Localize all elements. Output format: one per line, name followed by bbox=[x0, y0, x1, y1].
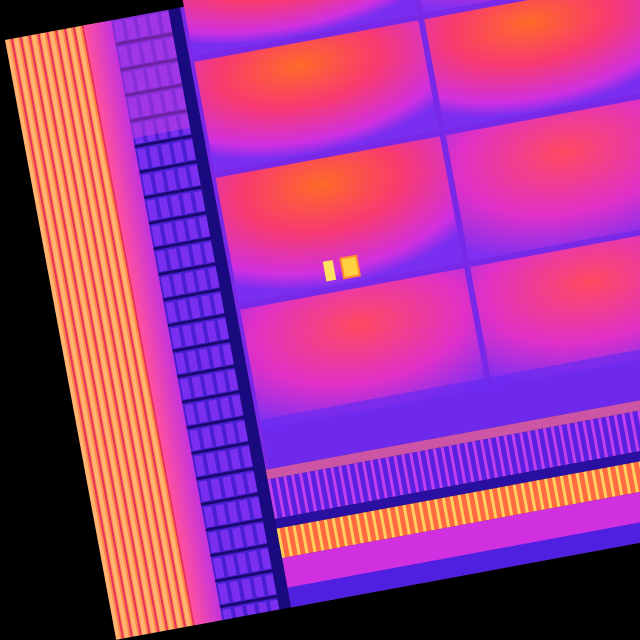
panel bbox=[240, 268, 487, 430]
dark-gutter bbox=[168, 7, 292, 610]
ribbed-roof bbox=[5, 21, 215, 640]
hot-spot bbox=[339, 254, 361, 280]
hot-strip bbox=[276, 443, 640, 559]
panel bbox=[194, 20, 439, 173]
edge-band bbox=[83, 19, 225, 626]
panel bbox=[445, 93, 640, 262]
panel bbox=[424, 0, 640, 130]
gridded-band bbox=[111, 9, 282, 621]
panel bbox=[470, 225, 640, 387]
panel bbox=[176, 0, 418, 56]
hot-spot bbox=[322, 259, 337, 282]
bottom-grid bbox=[267, 393, 640, 519]
panel bbox=[215, 136, 464, 304]
